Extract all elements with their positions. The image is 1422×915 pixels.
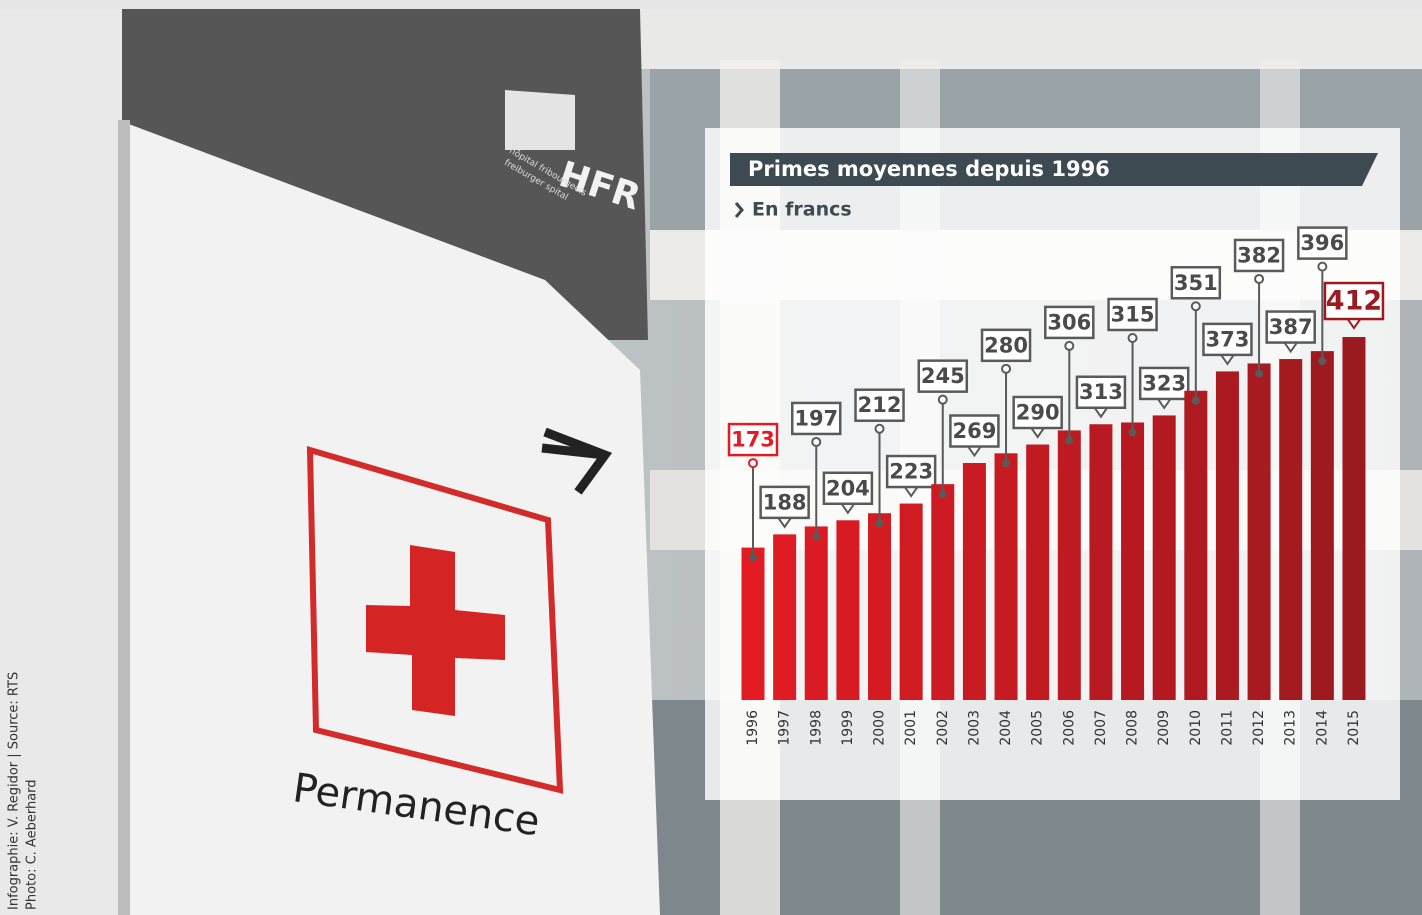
- value-label: 212: [858, 393, 902, 417]
- connector-ring: [1129, 334, 1137, 342]
- x-tick-label: 2003: [966, 710, 982, 746]
- bar: [742, 548, 765, 700]
- x-tick-label: 2014: [1314, 710, 1330, 746]
- sign: Permanence HFR hôpital fribourgeois frei…: [118, 9, 660, 915]
- x-tick-label: 2009: [1156, 710, 1172, 746]
- connector-dot: [812, 532, 820, 540]
- credit: Infographie: V. Regidor | Source: RTS: [7, 672, 22, 910]
- connector-dot: [1318, 357, 1326, 365]
- value-label: 412: [1326, 286, 1382, 317]
- x-tick-label: 2015: [1346, 710, 1362, 746]
- x-tick-label: 1996: [745, 710, 761, 746]
- x-tick-label: 1999: [840, 710, 856, 746]
- bar: [868, 513, 891, 700]
- bar: [1216, 371, 1239, 700]
- connector-dot: [1002, 459, 1010, 467]
- bar: [931, 484, 954, 700]
- bar: [995, 453, 1018, 700]
- x-tick-label: 2004: [998, 710, 1014, 746]
- value-label: 204: [826, 476, 870, 500]
- x-tick-label: 2008: [1125, 710, 1141, 746]
- x-tick-label: 1997: [777, 710, 793, 746]
- x-tick-label: 2005: [1030, 710, 1046, 746]
- chart-subtitle: En francs: [752, 199, 852, 221]
- bar: [805, 526, 828, 700]
- bar: [1026, 445, 1049, 700]
- value-label: 290: [1016, 401, 1060, 425]
- value-label: 313: [1079, 380, 1123, 404]
- value-label: 323: [1142, 371, 1186, 395]
- connector-dot: [876, 519, 884, 527]
- connector-ring: [749, 459, 757, 467]
- connector-dot: [1129, 428, 1137, 436]
- page: Permanence HFR hôpital fribourgeois frei…: [0, 0, 1422, 915]
- value-label: 373: [1206, 327, 1250, 351]
- credit: Photo: C. Aeberhard: [25, 779, 40, 910]
- value-label: 173: [731, 428, 775, 452]
- bar: [1184, 391, 1207, 700]
- connector-ring: [1002, 365, 1010, 373]
- value-label: 315: [1111, 302, 1155, 326]
- x-tick-label: 2001: [903, 710, 919, 746]
- value-label: 188: [763, 490, 807, 514]
- value-label: 269: [952, 419, 996, 443]
- connector-ring: [939, 396, 947, 404]
- bar: [1311, 351, 1334, 700]
- chart-title: Primes moyennes depuis 1996: [748, 157, 1110, 181]
- connector-ring: [1255, 275, 1263, 283]
- value-label: 387: [1269, 315, 1313, 339]
- bar: [900, 504, 923, 700]
- bar: [963, 463, 986, 700]
- x-tick-label: 2006: [1061, 710, 1077, 746]
- x-tick-label: 2002: [935, 710, 951, 746]
- connector-ring: [1192, 302, 1200, 310]
- bar: [1121, 422, 1144, 700]
- x-tick-label: 2010: [1188, 710, 1204, 746]
- bar: [836, 520, 859, 700]
- value-label: 223: [889, 460, 933, 484]
- x-tick-label: 2007: [1093, 710, 1109, 746]
- x-tick-label: 2011: [1219, 710, 1235, 746]
- bar: [1058, 430, 1081, 700]
- x-tick-label: 2000: [872, 710, 888, 746]
- connector-dot: [939, 490, 947, 498]
- x-tick-label: 2013: [1283, 710, 1299, 746]
- connector-ring: [1318, 263, 1326, 271]
- value-label: 306: [1047, 310, 1091, 334]
- top-strip: [0, 0, 1422, 9]
- connector-ring: [1065, 342, 1073, 350]
- bar: [1153, 415, 1176, 700]
- bar: [1089, 424, 1112, 700]
- bar: [1279, 359, 1302, 700]
- connector-ring: [876, 425, 884, 433]
- bar: [1342, 337, 1365, 700]
- bar: [1248, 363, 1271, 700]
- value-label: 396: [1300, 231, 1344, 255]
- x-tick-label: 1998: [808, 710, 824, 746]
- connector-dot: [1192, 397, 1200, 405]
- connector-dot: [1065, 436, 1073, 444]
- bar: [773, 534, 796, 700]
- value-label: 382: [1237, 243, 1281, 267]
- value-label: 280: [984, 333, 1028, 357]
- connector-dot: [749, 554, 757, 562]
- value-label: 351: [1174, 271, 1218, 295]
- connector-dot: [1255, 369, 1263, 377]
- value-label: 245: [921, 364, 965, 388]
- value-label: 197: [794, 406, 838, 430]
- x-tick-label: 2012: [1251, 710, 1267, 746]
- connector-ring: [812, 438, 820, 446]
